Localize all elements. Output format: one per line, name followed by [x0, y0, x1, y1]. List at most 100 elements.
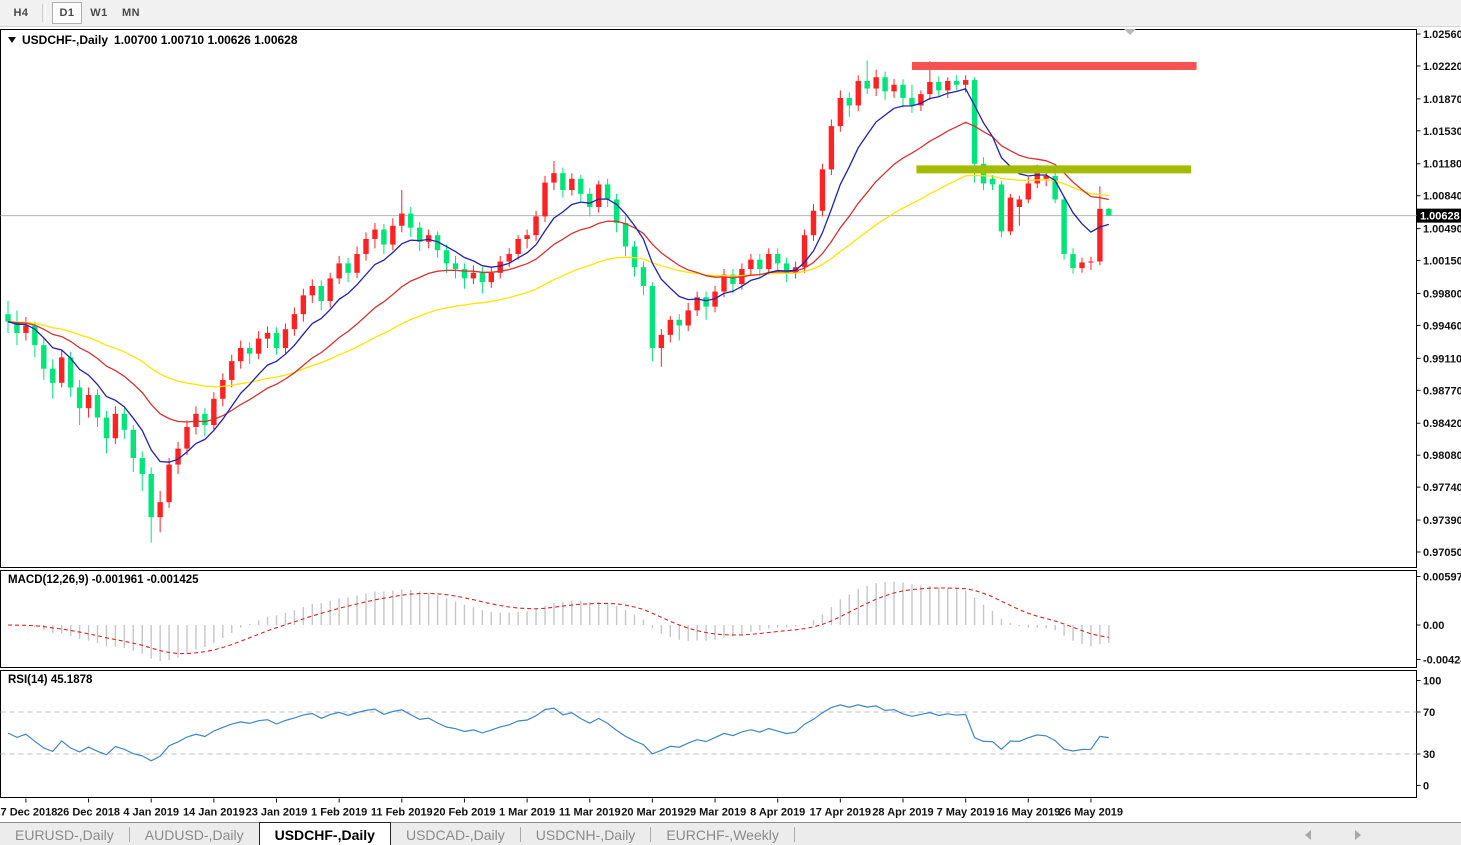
date-axis-label: 29 Mar 2019 [684, 807, 746, 819]
candle-body [980, 163, 987, 184]
timeframe-button-h4[interactable]: H4 [13, 7, 29, 19]
macd-axis-label: 0.00 [1423, 620, 1444, 632]
candle-body [59, 357, 65, 383]
price-axis-label: 0.99460 [1423, 320, 1461, 332]
candle-body [604, 184, 611, 200]
candle-body [962, 80, 969, 85]
price-axis-label: 0.98420 [1423, 418, 1461, 430]
candle-body [578, 178, 584, 194]
candle-body [1007, 197, 1014, 232]
candle-body [157, 502, 163, 518]
candle-body [766, 253, 772, 270]
rsi-axis-label: 100 [1423, 676, 1441, 688]
candle-body [345, 263, 351, 273]
candle-body [408, 213, 414, 228]
candle-body [372, 229, 378, 239]
macd-panel-border [0, 570, 1417, 668]
candle-body [5, 314, 11, 322]
candle-body [103, 417, 110, 439]
candle-body [989, 178, 996, 185]
main-panel-border [0, 29, 1417, 568]
candle-body [551, 173, 557, 183]
current-price-tag [1417, 208, 1461, 223]
date-axis-label: 17 Dec 2018 [0, 807, 57, 819]
candle-body [94, 395, 101, 418]
candle-body [721, 274, 727, 292]
tab-scroll-left-icon[interactable] [1305, 829, 1311, 840]
candle-body [417, 227, 423, 242]
macd-axis-label: -0.004243 [1423, 655, 1461, 667]
candle-body [837, 97, 844, 127]
candle-body [613, 199, 620, 223]
candle-body [694, 297, 700, 311]
candle-body [238, 347, 244, 362]
tab-eurchf-weekly[interactable]: EURCHF-,Weekly [666, 826, 779, 843]
timeframe-button-mn[interactable]: MN [121, 7, 141, 19]
candle-body [363, 238, 369, 254]
candle-body [640, 267, 647, 286]
candle-body [381, 229, 387, 245]
tab-usdcnh-daily[interactable]: USDCNH-,Daily [535, 826, 636, 843]
tab-audusd-daily[interactable]: AUDUSD-,Daily [144, 826, 244, 843]
candle-body [461, 269, 468, 279]
candle-body [506, 253, 512, 262]
rsi-line [7, 704, 1109, 762]
support-zone [916, 165, 1192, 174]
price-axis-label: 1.00840 [1423, 191, 1461, 203]
rsi-layer [0, 704, 1417, 762]
timeframe-button-d1[interactable]: D1 [52, 2, 82, 24]
tab-scroll-right-icon[interactable] [1355, 829, 1361, 840]
candle-body [139, 457, 145, 474]
resistance-zone [911, 61, 1197, 70]
symbol-tab-bar: EURUSD-,Daily AUDUSD-,Daily USDCHF-,Daily U… [0, 822, 1461, 845]
tab-scroll-arrows [1305, 823, 1461, 845]
candle-body [819, 169, 826, 211]
candle-body [622, 222, 629, 247]
chart-canvas[interactable]: 1.02560 1.02220 1.01870 1.01530 1.01180 1.008… [0, 27, 1461, 822]
price-axis-label: 0.99110 [1423, 353, 1461, 365]
price-axis-label: 1.02560 [1423, 29, 1461, 41]
candle-body [801, 235, 808, 268]
tab-usdchf-daily[interactable]: USDCHF-,Daily [258, 822, 391, 845]
candle-body [748, 259, 754, 270]
toolbar-separator [42, 4, 46, 22]
price-axis-label: 0.98080 [1423, 450, 1461, 462]
candle-body [264, 332, 271, 339]
rsi-axis-label: 70 [1423, 707, 1435, 719]
candle-body [255, 338, 262, 354]
candle-body [220, 379, 226, 399]
candle-body [434, 235, 441, 251]
date-axis-label: 7 May 2019 [937, 807, 995, 819]
candle-body [336, 263, 342, 279]
macd-axis-label: 0.00597 [1423, 572, 1461, 584]
macd-layer [7, 581, 1110, 662]
candle-body [828, 126, 835, 170]
rsi-title-label: RSI(14) 45.1878 [8, 674, 93, 686]
candle-body [202, 413, 208, 426]
tab-eurusd-daily[interactable]: EURUSD-,Daily [15, 826, 114, 843]
date-axis-label: 28 Apr 2019 [872, 807, 933, 819]
candle-body [175, 448, 181, 465]
candle-body [121, 413, 128, 430]
timeframe-button-w1[interactable]: W1 [90, 7, 108, 19]
candle-body [390, 225, 396, 245]
date-axis-label: 20 Mar 2019 [621, 807, 683, 819]
chart-ohlc-values: 1.00700 1.00710 1.00626 1.00628 [114, 33, 298, 47]
symbol-dropdown-icon[interactable] [8, 37, 16, 43]
price-axis-label: 0.99800 [1423, 288, 1461, 300]
candle-body [703, 297, 709, 307]
candle-body [757, 259, 763, 270]
candle-body [945, 81, 951, 91]
candle-body [676, 319, 682, 326]
tab-separator [519, 827, 521, 842]
candle-body [1061, 199, 1067, 254]
candle-body [300, 295, 307, 315]
rsi-axis-label: 30 [1423, 749, 1435, 761]
tab-usdcad-daily[interactable]: USDCAD-,Daily [405, 826, 505, 843]
date-axis-label: 23 Jan 2019 [246, 807, 308, 819]
candle-body [775, 253, 781, 264]
candle-body [927, 81, 933, 95]
candle-body [41, 345, 47, 369]
candle-body [900, 84, 906, 98]
price-axis-label: 0.98770 [1423, 385, 1461, 397]
